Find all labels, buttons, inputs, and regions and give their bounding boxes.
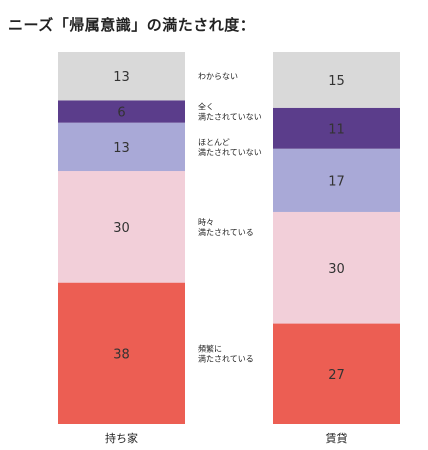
bar-segment-0-4 [58,52,185,101]
data-label-0-3: 6 [117,106,125,121]
data-label-1-4: 15 [328,74,345,89]
data-label-0-0: 38 [113,347,130,362]
chart-title: ニーズ「帰属意識」の満たされ度： [8,16,256,34]
data-label-0-1: 30 [113,221,130,236]
category-label-0: 持ち家 [105,431,138,445]
data-label-1-2: 17 [328,174,345,189]
bar-segment-0-0 [58,282,185,424]
data-label-1-3: 11 [328,122,345,137]
bar-segment-1-0 [273,323,400,424]
bar-segment-1-4 [273,52,400,108]
data-label-1-1: 30 [328,262,345,277]
bar-segment-0-2 [58,122,185,172]
legend-label-2: ほとんど満たされていない [198,138,262,157]
legend-label-0: 頻繁に満たされている [198,343,254,363]
data-label-0-2: 13 [113,141,130,156]
legend-label-1: 時々満たされている [198,218,254,237]
bar-segment-0-1 [58,171,185,283]
bar-segment-0-3 [58,100,185,123]
bar-segment-1-2 [273,148,400,212]
data-label-1-0: 27 [328,368,345,383]
data-label-0-4: 13 [113,70,130,85]
legend-label-4: わからない [198,72,238,81]
category-label-1: 賃貸 [326,431,348,445]
legend-label-3: 全く満たされていない [198,102,262,122]
bar-segment-1-1 [273,211,400,324]
bar-segment-1-3 [273,107,400,149]
